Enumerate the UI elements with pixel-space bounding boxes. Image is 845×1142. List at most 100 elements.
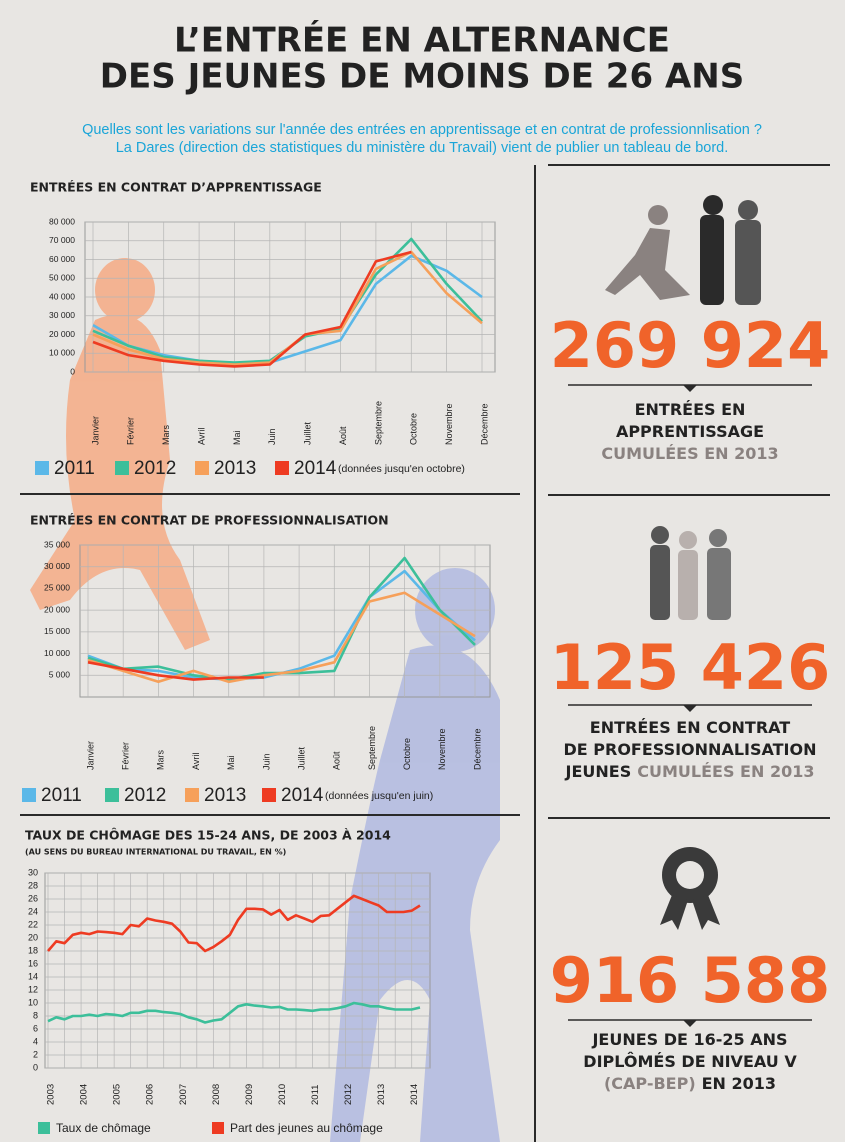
y-tick-label: 60 000 [49,254,75,264]
x-tick-label: 2013 [376,1084,387,1105]
title-line: L’ENTRÉE EN ALTERNANCE [174,20,670,61]
dividers [20,164,830,1142]
y-tick-label: 30 000 [49,310,75,320]
stat-number: 269 924 [550,309,830,382]
stat-number: 916 588 [550,944,830,1017]
x-tick-label: Juillet [296,746,306,770]
y-tick-label: 30 000 [44,561,70,571]
y-tick-label: 10 000 [49,348,75,358]
x-tick-label: 2009 [244,1084,255,1105]
y-tick-label: 16 [28,958,38,968]
y-tick-label: 10 [28,997,38,1007]
walkers-icon [605,195,761,930]
y-tick-label: 15 000 [44,626,70,636]
stat-arrow [683,1020,697,1027]
y-tick-label: 2 [33,1049,38,1059]
x-tick-label: 2004 [79,1084,90,1105]
stat-line: ENTRÉES EN CONTRAT [590,718,791,737]
legend-label: 2013 [214,458,256,479]
legend-swatch [275,461,289,475]
stat-text: APPRENTISSAGE [616,422,764,441]
x-tick-label: Août [332,751,342,770]
x-tick-label: 2014 [409,1084,420,1105]
y-tick-label: 40 000 [49,291,75,301]
x-tick-label: 2008 [211,1084,222,1105]
x-tick-label: Avril [191,753,201,770]
y-tick-label: 8 [33,1010,38,1020]
legend-label: 2013 [204,785,246,806]
y-tick-label: 20 000 [49,329,75,339]
x-tick-label: Septembre [367,726,377,770]
x-tick-label: 2011 [310,1085,321,1105]
legend-label: 2014 [294,458,337,479]
legend-swatch [262,788,276,802]
stat-line: JEUNES DE 16-25 ANS [591,1030,787,1049]
stat-line: (CAP-BEP) EN 2013 [604,1074,776,1093]
y-tick-label: 70 000 [49,235,75,245]
subtitle-line: Quelles sont les variations sur l'année … [82,122,762,138]
x-tick-label: Janvier [90,416,100,445]
y-tick-label: 10 000 [44,648,70,658]
stat-text: JEUNES DE 16-25 ANS [591,1030,787,1049]
x-tick-label: 2003 [46,1084,57,1105]
y-tick-label: 25 000 [44,583,70,593]
stat-text: DE PROFESSIONNALISATION [563,740,816,759]
x-tick-label: Décembre [479,403,489,445]
y-tick-label: 35 000 [44,539,70,549]
legend-label: 2012 [134,458,176,479]
legend-label: 2014 [281,785,324,806]
y-tick-label: 4 [33,1036,38,1046]
x-tick-label: Juillet [303,421,313,445]
stat-line: DE PROFESSIONNALISATION [563,740,816,759]
x-tick-label: Juin [267,428,277,445]
stat-arrow [683,705,697,712]
x-tick-label: Avril [196,428,206,445]
y-tick-label: 5 000 [49,670,71,680]
stat-line: ENTRÉES EN [635,400,746,419]
stat-text: EN 2013 [702,1074,776,1093]
y-tick-label: 22 [28,919,38,929]
y-tick-label: 18 [28,945,38,955]
x-tick-label: Février [126,417,136,445]
y-tick-label: 50 000 [49,273,75,283]
chart-subtitle: (AU SENS DU BUREAU INTERNATIONAL DU TRAV… [25,848,286,857]
stat-line: CUMULÉES EN 2013 [601,444,778,463]
x-tick-label: 2010 [277,1084,288,1105]
x-tick-label: Septembre [373,401,383,445]
x-tick-label: Juin [261,753,271,770]
series-line [47,1001,421,1024]
subtitle-line: La Dares (direction des statistiques du … [116,140,729,156]
y-tick-label: 80 000 [49,216,75,226]
legend-swatch [22,788,36,802]
legend-label: Part des jeunes au chômage [230,1121,383,1135]
x-tick-label: Mai [226,755,236,770]
legend-swatch [35,461,49,475]
x-tick-label: Octobre [402,738,412,770]
x-tick-label: Mai [232,430,242,445]
y-tick-label: 0 [33,1062,38,1072]
x-tick-label: Décembre [472,728,482,770]
y-tick-label: 14 [28,971,38,981]
x-tick-label: 2007 [178,1084,189,1105]
stat-text: DIPLÔMÉS DE NIVEAU V [583,1052,797,1071]
stat-text: CUMULÉES EN 2013 [637,762,814,781]
legend-swatch [212,1122,224,1134]
legend-note: (données jusqu'en juin) [325,790,433,802]
x-tick-label: Mars [161,425,171,445]
stat-text: ENTRÉES EN [635,400,746,419]
y-tick-label: 0 [70,366,75,376]
stat-number: 125 426 [550,631,830,704]
title-line: DES JEUNES DE MOINS DE 26 ANS [100,57,744,97]
legend-label: 2011 [41,785,82,806]
stat-text: JEUNES [565,762,632,781]
x-tick-label: Août [338,426,348,445]
y-tick-label: 6 [33,1023,38,1033]
legend-note: (données jusqu'en octobre) [338,463,465,475]
y-tick-label: 20 000 [44,604,70,614]
stat-text: CUMULÉES EN 2013 [601,444,778,463]
stat-line: APPRENTISSAGE [616,422,764,441]
series-line [87,591,476,684]
orange-figure [30,258,210,650]
x-tick-label: Février [121,742,131,770]
